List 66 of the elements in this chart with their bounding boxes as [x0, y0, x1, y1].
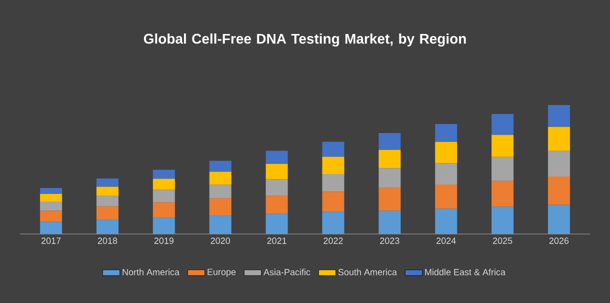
legend-label: Europe [208, 268, 236, 277]
x-tick-label: 2021 [267, 238, 286, 244]
bar [266, 214, 288, 234]
bar [266, 179, 288, 196]
bar [96, 196, 118, 206]
x-tick-label: 2026 [549, 238, 569, 244]
bar [435, 163, 458, 184]
bar [492, 180, 514, 207]
bar [492, 156, 514, 181]
bar [266, 150, 288, 164]
bar [322, 142, 344, 157]
bar [378, 150, 401, 168]
bar [322, 212, 344, 234]
bar [152, 190, 175, 202]
bar [548, 176, 570, 205]
bar [492, 206, 514, 234]
bar [435, 124, 458, 142]
bar [378, 168, 401, 188]
bar [152, 218, 175, 234]
legend-label: South America [338, 268, 397, 276]
legend-label: Middle East & Africa [425, 268, 506, 276]
bar [435, 184, 458, 209]
x-tick-label: 2024 [436, 238, 456, 244]
bar [96, 220, 118, 234]
x-tick-label: 2023 [380, 238, 400, 244]
bar [378, 188, 401, 211]
chart-title: Global Cell-Free DNA Testing Market, by Region [144, 33, 466, 47]
x-tick-label: 2019 [154, 238, 174, 244]
bar [40, 210, 62, 222]
bar [492, 114, 514, 135]
bar [96, 186, 118, 196]
bar [152, 170, 175, 179]
legend-label: North America [122, 268, 180, 276]
bar [378, 210, 401, 234]
bar [322, 174, 344, 192]
bar [209, 172, 232, 185]
bar [266, 196, 288, 214]
bar [40, 188, 62, 194]
bar [435, 142, 458, 164]
bar [435, 208, 458, 234]
bar [492, 134, 514, 157]
bar [96, 206, 118, 220]
bar [209, 184, 232, 198]
legend-label: Asia-Pacific [263, 268, 310, 276]
bar [266, 164, 288, 180]
bar [209, 198, 232, 216]
bar [96, 178, 118, 187]
bar [548, 126, 570, 151]
bar [548, 204, 570, 234]
bar [40, 194, 62, 202]
x-tick-label: 2025 [492, 238, 512, 244]
bar [209, 160, 232, 172]
bar [40, 201, 62, 211]
bar [548, 105, 570, 127]
bar [322, 156, 344, 174]
x-tick-label: 2018 [98, 238, 118, 244]
x-tick-label: 2017 [41, 238, 61, 244]
bar [322, 192, 344, 212]
bar [152, 202, 175, 218]
bar [209, 216, 232, 234]
bar [152, 178, 175, 190]
bar [40, 222, 62, 234]
bar [548, 150, 570, 176]
bar [378, 132, 401, 150]
x-tick-label: 2022 [324, 238, 343, 244]
x-tick-label: 2020 [210, 238, 230, 244]
